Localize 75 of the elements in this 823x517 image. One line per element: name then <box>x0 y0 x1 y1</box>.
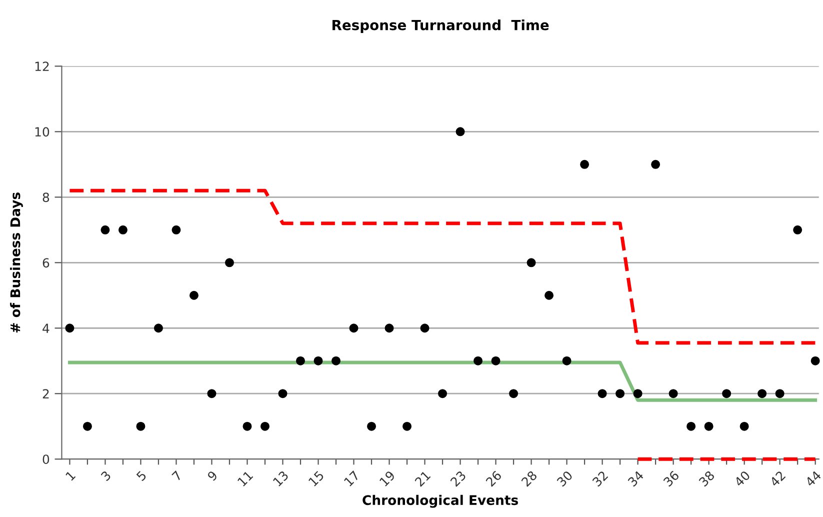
x-tick-label: 26 <box>485 470 502 487</box>
y-tick-label: 0 <box>42 454 50 464</box>
point <box>544 290 554 300</box>
x-tick-label: 42 <box>769 470 786 488</box>
point <box>172 225 181 234</box>
point <box>668 389 678 398</box>
x-tick-label: 7 <box>172 470 182 482</box>
x-tick-label: 30 <box>556 470 574 487</box>
x-tick-label: 11 <box>237 470 254 487</box>
point <box>154 324 163 333</box>
x-tick-label: 40 <box>734 470 751 488</box>
x-axis-title: Chronological Events <box>362 494 518 508</box>
point <box>278 389 288 398</box>
point <box>296 356 305 366</box>
point <box>491 356 500 366</box>
point <box>793 225 802 234</box>
point <box>402 422 412 431</box>
point <box>332 356 341 366</box>
point <box>740 422 749 431</box>
point <box>118 225 128 234</box>
point <box>580 160 590 169</box>
point <box>100 225 110 234</box>
y-tick-label: 2 <box>42 389 49 398</box>
point <box>224 258 234 268</box>
point <box>136 422 146 431</box>
x-tick-label: 17 <box>344 470 360 487</box>
point <box>651 160 660 169</box>
x-tick-label: 1 <box>65 470 76 481</box>
point <box>810 356 820 366</box>
point <box>367 422 376 431</box>
point <box>758 389 767 398</box>
point <box>438 389 448 398</box>
chart-title: Response Turnaround Time <box>332 20 549 33</box>
point <box>633 389 642 398</box>
x-tick-label: 15 <box>308 470 324 487</box>
point <box>562 356 572 366</box>
x-tick-label: 19 <box>379 470 396 487</box>
x-tick-label: 23 <box>450 470 466 487</box>
x-tick-label: 36 <box>662 470 680 487</box>
x-tick-label: 21 <box>414 470 431 487</box>
y-tick-label: 8 <box>42 192 50 202</box>
x-tick-label: 28 <box>520 470 538 487</box>
y-tick-label: 10 <box>35 127 50 137</box>
point <box>349 324 358 333</box>
point <box>420 324 430 333</box>
point <box>598 389 607 398</box>
point <box>65 324 74 333</box>
y-tick-label: 6 <box>42 258 50 268</box>
point <box>207 389 216 398</box>
point <box>384 324 394 333</box>
x-tick-label: 34 <box>627 470 644 487</box>
point <box>686 422 696 431</box>
x-tick-label: 38 <box>698 470 716 487</box>
point <box>526 258 536 268</box>
point <box>82 422 92 431</box>
point <box>474 356 483 366</box>
x-tick-label: 44 <box>804 470 822 488</box>
y-tick-label: 4 <box>42 324 50 333</box>
x-tick-label: 3 <box>100 470 112 482</box>
point <box>509 389 518 398</box>
point <box>616 389 625 398</box>
point <box>704 422 714 431</box>
point <box>189 290 198 300</box>
y-axis-title: # of Business Days <box>10 192 23 332</box>
x-tick-label: 9 <box>206 470 218 482</box>
point <box>722 389 732 398</box>
x-tick-label: 5 <box>136 470 147 482</box>
x-tick-label: 32 <box>592 470 608 487</box>
x-tick-label: 13 <box>272 470 289 487</box>
point <box>242 422 252 431</box>
point <box>456 127 465 136</box>
point <box>260 422 270 431</box>
point <box>775 389 784 398</box>
point <box>314 356 323 366</box>
y-tick-label: 12 <box>35 62 49 71</box>
